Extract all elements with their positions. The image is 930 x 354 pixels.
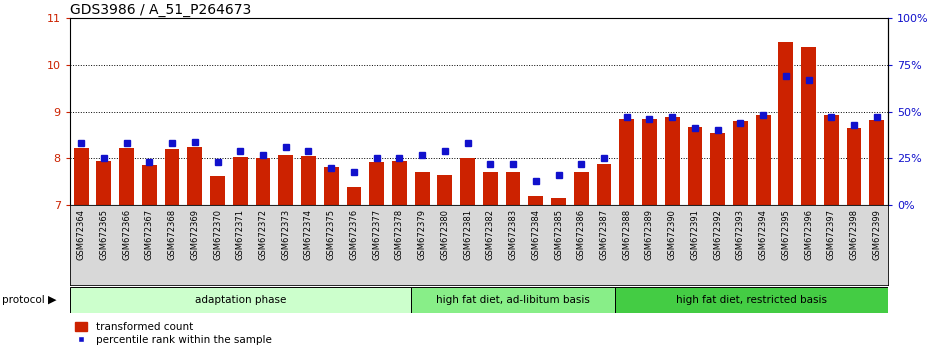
Bar [483, 172, 498, 205]
Text: high fat diet, restricted basis: high fat diet, restricted basis [676, 295, 828, 305]
Text: GSM672385: GSM672385 [554, 209, 563, 260]
Bar [415, 172, 430, 205]
Bar [437, 175, 452, 205]
Legend: transformed count, percentile rank within the sample: transformed count, percentile rank withi… [75, 322, 272, 345]
Bar [756, 115, 770, 205]
Text: GSM672393: GSM672393 [736, 209, 745, 260]
Text: GSM672387: GSM672387 [600, 209, 608, 261]
Bar [324, 167, 339, 205]
Text: GSM672380: GSM672380 [440, 209, 449, 260]
Text: GSM672381: GSM672381 [463, 209, 472, 260]
Text: GSM672391: GSM672391 [690, 209, 699, 260]
Text: GSM672371: GSM672371 [235, 209, 245, 260]
Bar [733, 121, 748, 205]
Bar [210, 176, 225, 205]
Text: GSM672382: GSM672382 [485, 209, 495, 260]
Bar [301, 156, 316, 205]
Bar [165, 149, 179, 205]
Bar [70, 287, 411, 313]
Text: GSM672373: GSM672373 [281, 209, 290, 261]
Text: GSM672379: GSM672379 [418, 209, 427, 260]
Bar [73, 148, 88, 205]
Text: GSM672397: GSM672397 [827, 209, 836, 260]
Bar [256, 159, 271, 205]
Bar [369, 162, 384, 205]
Text: GSM672386: GSM672386 [577, 209, 586, 261]
Text: GSM672376: GSM672376 [350, 209, 358, 261]
Bar [347, 188, 361, 205]
Text: GSM672392: GSM672392 [713, 209, 723, 260]
Bar [687, 126, 702, 205]
Text: GSM672399: GSM672399 [872, 209, 882, 260]
Text: GSM672398: GSM672398 [849, 209, 858, 260]
Bar [778, 42, 793, 205]
Bar [460, 159, 475, 205]
Bar [551, 198, 565, 205]
Bar [870, 120, 884, 205]
Text: GSM672396: GSM672396 [804, 209, 813, 260]
Text: GSM672384: GSM672384 [531, 209, 540, 260]
Text: GSM672372: GSM672372 [259, 209, 268, 260]
Bar [97, 161, 112, 205]
Bar [392, 161, 406, 205]
Bar [616, 287, 888, 313]
Text: GSM672378: GSM672378 [395, 209, 404, 261]
Text: GSM672375: GSM672375 [326, 209, 336, 260]
Bar [596, 164, 611, 205]
Text: GSM672383: GSM672383 [509, 209, 518, 261]
Text: ▶: ▶ [48, 295, 57, 305]
Bar [801, 47, 816, 205]
Text: GSM672377: GSM672377 [372, 209, 381, 261]
Text: GSM672389: GSM672389 [644, 209, 654, 260]
Bar [278, 155, 293, 205]
Bar [528, 196, 543, 205]
Text: GSM672388: GSM672388 [622, 209, 631, 261]
Text: GSM672364: GSM672364 [76, 209, 86, 260]
Text: GSM672368: GSM672368 [167, 209, 177, 261]
Bar [619, 119, 634, 205]
Text: GDS3986 / A_51_P264673: GDS3986 / A_51_P264673 [70, 3, 251, 17]
Bar [506, 172, 521, 205]
Text: GSM672367: GSM672367 [145, 209, 153, 261]
Bar [846, 128, 861, 205]
Text: protocol: protocol [2, 295, 45, 305]
Text: GSM672374: GSM672374 [304, 209, 313, 260]
Text: GSM672394: GSM672394 [759, 209, 767, 260]
Text: GSM672369: GSM672369 [191, 209, 199, 260]
Bar [119, 148, 134, 205]
Bar [824, 115, 839, 205]
Text: GSM672390: GSM672390 [668, 209, 677, 260]
Bar [711, 133, 725, 205]
Bar [411, 287, 616, 313]
Text: GSM672395: GSM672395 [781, 209, 790, 260]
Text: adaptation phase: adaptation phase [194, 295, 286, 305]
Text: GSM672370: GSM672370 [213, 209, 222, 260]
Text: GSM672365: GSM672365 [100, 209, 109, 260]
Bar [642, 119, 657, 205]
Bar [574, 172, 589, 205]
Text: high fat diet, ad-libitum basis: high fat diet, ad-libitum basis [436, 295, 590, 305]
Bar [142, 165, 156, 205]
Bar [665, 117, 680, 205]
Bar [187, 147, 202, 205]
Bar [232, 158, 247, 205]
Text: GSM672366: GSM672366 [122, 209, 131, 261]
